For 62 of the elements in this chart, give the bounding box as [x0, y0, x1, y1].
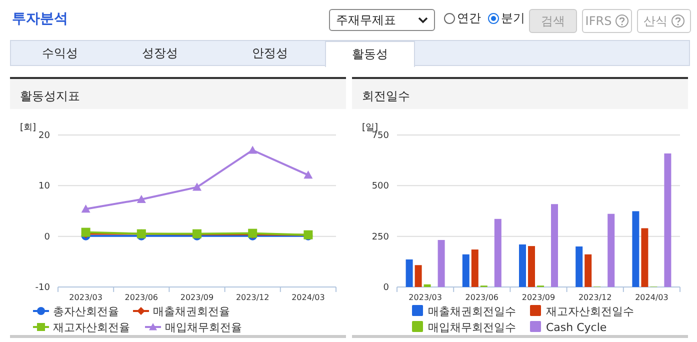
y-axis-title: [일]: [362, 123, 378, 133]
y-tick-label: 10: [38, 182, 50, 192]
bar: [494, 218, 502, 287]
point: [81, 204, 90, 213]
text: 활동성: [325, 41, 415, 67]
bar: [519, 244, 526, 287]
text: 산식: [637, 9, 691, 33]
y-tick-label: 750: [372, 131, 390, 141]
bar: [424, 284, 431, 287]
bar: [471, 250, 478, 287]
bar: [438, 240, 445, 287]
legend-label: 총자산회전율: [53, 305, 119, 318]
y-tick-label: 0: [383, 283, 390, 293]
text: 성장성: [141, 44, 179, 62]
bar: [641, 228, 648, 287]
x-tick-label: 2023/03: [408, 293, 442, 302]
legend-label: 매입채무회전율: [165, 321, 242, 334]
text: 연간: [457, 10, 481, 27]
chart-title: 활동성지표: [20, 89, 80, 103]
y-axis-title: [회]: [20, 123, 36, 133]
x-tick-label: 2023/03: [69, 293, 102, 302]
text: 검색: [529, 9, 577, 33]
text: 수익성: [41, 44, 79, 62]
bar: [632, 211, 640, 287]
bar: [414, 265, 422, 287]
legend-label: 매입채무회전일수: [428, 321, 516, 334]
legend-label: 재고자산회전일수: [546, 305, 634, 318]
bar: [406, 259, 413, 287]
x-tick-label: 2023/12: [236, 293, 270, 302]
y-tick-label: 20: [38, 131, 50, 141]
bar: [584, 254, 592, 287]
text: 투자분석: [12, 10, 68, 28]
y-tick-label: -10: [35, 283, 50, 293]
x-tick-label: 2024/03: [635, 293, 668, 302]
x-tick-label: 2023/09: [522, 293, 556, 302]
x-tick-label: 2023/06: [124, 293, 158, 302]
bar: [608, 214, 615, 287]
point: [136, 194, 146, 203]
text: 주재무제표: [336, 12, 396, 28]
point: [248, 146, 258, 154]
y-tick-label: 0: [44, 232, 50, 242]
x-tick-label: 2024/03: [292, 293, 325, 302]
text: 분기: [501, 10, 525, 27]
legend-label: 재고자산회전율: [53, 321, 130, 334]
legend-label: 매출채권회전율: [153, 305, 230, 318]
text: 안정성: [251, 44, 289, 62]
legend-label: 매출채권회전일수: [428, 305, 516, 318]
y-tick-label: 500: [372, 182, 390, 192]
bar: [664, 153, 672, 287]
legend-label: Cash Cycle: [546, 321, 607, 334]
chart-title: 회전일수: [362, 89, 410, 103]
bar: [576, 246, 583, 287]
bar: [528, 246, 535, 287]
bar: [551, 204, 558, 287]
point: [192, 182, 202, 191]
y-tick-label: 250: [372, 232, 390, 242]
text: IFRS: [582, 9, 632, 33]
point: [304, 170, 313, 179]
bar: [462, 254, 470, 287]
x-tick-label: 2023/09: [180, 293, 214, 302]
x-tick-label: 2023/12: [578, 293, 612, 302]
x-tick-label: 2023/06: [465, 293, 499, 302]
